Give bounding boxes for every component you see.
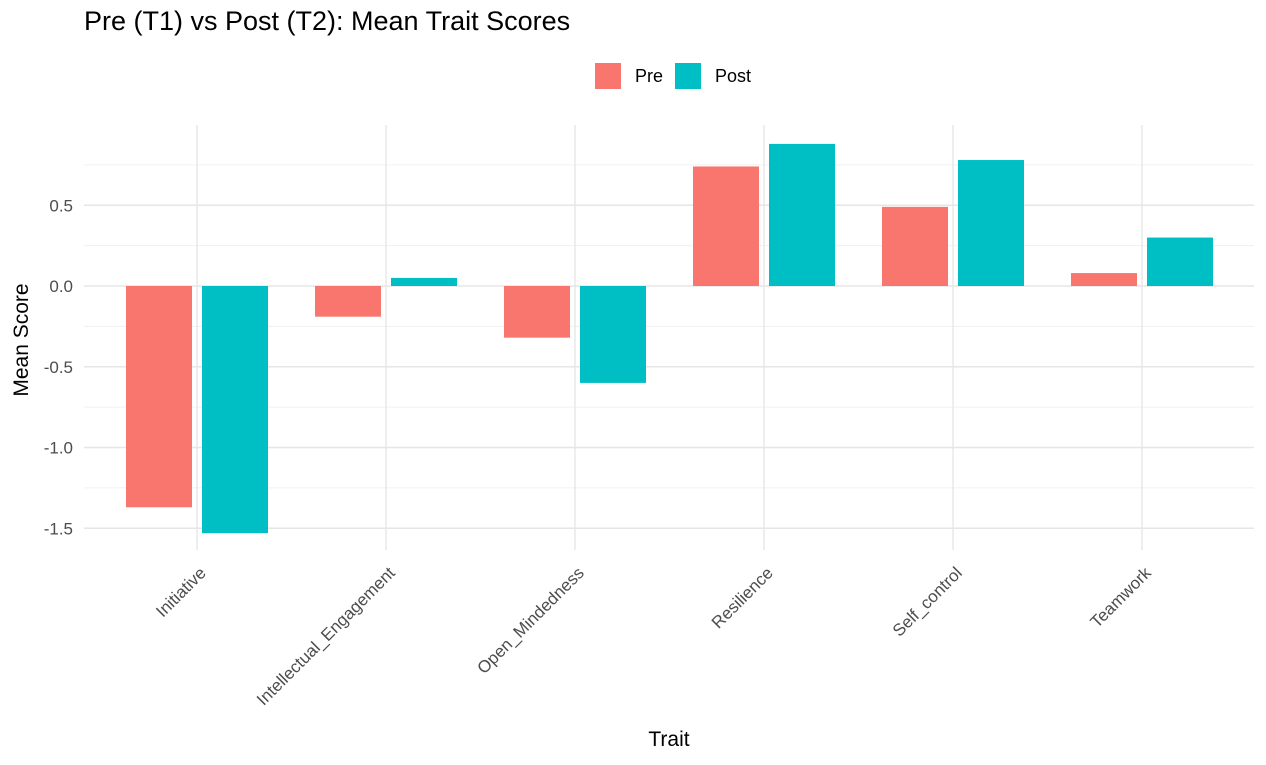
y-tick-label: 0.5 (49, 196, 73, 215)
bar-post-initiative (202, 286, 268, 534)
x-tick-label: Initiative (152, 563, 210, 621)
legend-swatch-pre (595, 63, 621, 89)
chart-title: Pre (T1) vs Post (T2): Mean Trait Scores (84, 6, 571, 36)
legend: Pre Post (595, 63, 763, 89)
y-tick-label: -1.5 (44, 519, 73, 538)
legend-item-post: Post (675, 63, 751, 89)
bar-post-self-control (958, 160, 1024, 286)
x-tick-label: Intellectual_Engagement (253, 563, 399, 709)
bar-pre-initiative (126, 286, 192, 508)
y-tick-label: -0.5 (44, 358, 73, 377)
bar-pre-open-mindedness (504, 286, 570, 338)
bar-post-intellectual-engagement (391, 277, 457, 286)
bar-pre-intellectual-engagement (315, 286, 381, 317)
y-tick-label: -1.0 (44, 439, 73, 458)
bar-pre-resilience (693, 166, 759, 286)
legend-label-pre: Pre (635, 65, 664, 86)
bar-post-teamwork (1147, 237, 1213, 286)
bar-post-resilience (769, 143, 835, 286)
y-tick-label: 0.0 (49, 277, 73, 296)
bar-post-open-mindedness (580, 286, 646, 383)
x-axis-title: Trait (648, 728, 690, 751)
legend-swatch-post (675, 63, 702, 89)
x-tick-label: Resilience (708, 563, 777, 632)
x-tick-label: Open_Mindedness (473, 563, 587, 677)
x-tick-label: Teamwork (1087, 563, 1156, 632)
bar-pre-teamwork (1071, 273, 1137, 286)
x-tick-label: Self_control (889, 563, 966, 640)
legend-item-pre: Pre (595, 63, 663, 89)
bar-pre-self-control (882, 206, 948, 286)
legend-label-post: Post (715, 65, 752, 86)
